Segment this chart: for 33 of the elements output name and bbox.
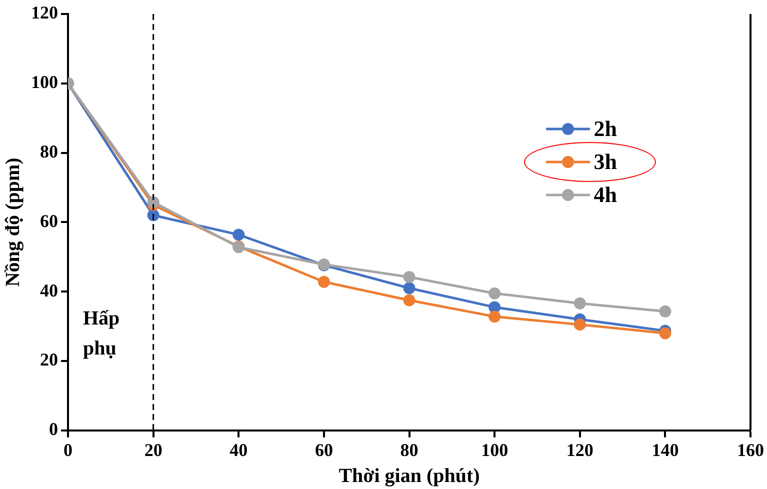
y-tick-label: 40	[40, 280, 58, 300]
x-axis-title: Thời gian (phút)	[338, 465, 480, 488]
point	[403, 282, 416, 294]
x-tick-label: 20	[144, 440, 162, 460]
y-tick-label: 20	[40, 350, 58, 370]
x-tick-label: 160	[737, 440, 764, 460]
x-tick-label: 40	[230, 440, 248, 460]
x-tick-label: 140	[652, 440, 679, 460]
point	[574, 318, 586, 331]
x-tick-label: 60	[314, 440, 333, 460]
point	[403, 294, 416, 306]
y-tick-label: 80	[40, 141, 58, 162]
y-tick-label: 60	[40, 210, 58, 231]
x-tick-label: 120	[566, 440, 594, 460]
y-tick-label: 120	[31, 2, 58, 23]
y-tick-label: 100	[31, 72, 58, 92]
y-tick-label: 0	[49, 419, 58, 440]
point	[232, 228, 245, 241]
point	[403, 271, 416, 284]
point	[488, 287, 501, 300]
y-axis-title: Nồng độ (ppm)	[2, 158, 24, 287]
point	[488, 310, 501, 323]
point	[659, 305, 672, 318]
x-tick-label: 80	[400, 440, 418, 460]
point	[318, 276, 330, 288]
point	[574, 297, 586, 310]
legend-label: 2h	[594, 116, 617, 142]
legend-label: 3h	[594, 148, 617, 174]
legend-label: 4h	[594, 182, 617, 208]
x-tick-label: 100	[481, 440, 508, 460]
x-tick-label: 0	[64, 440, 72, 460]
point	[659, 327, 672, 340]
ref-line-label: Hấp phụ	[83, 308, 120, 360]
